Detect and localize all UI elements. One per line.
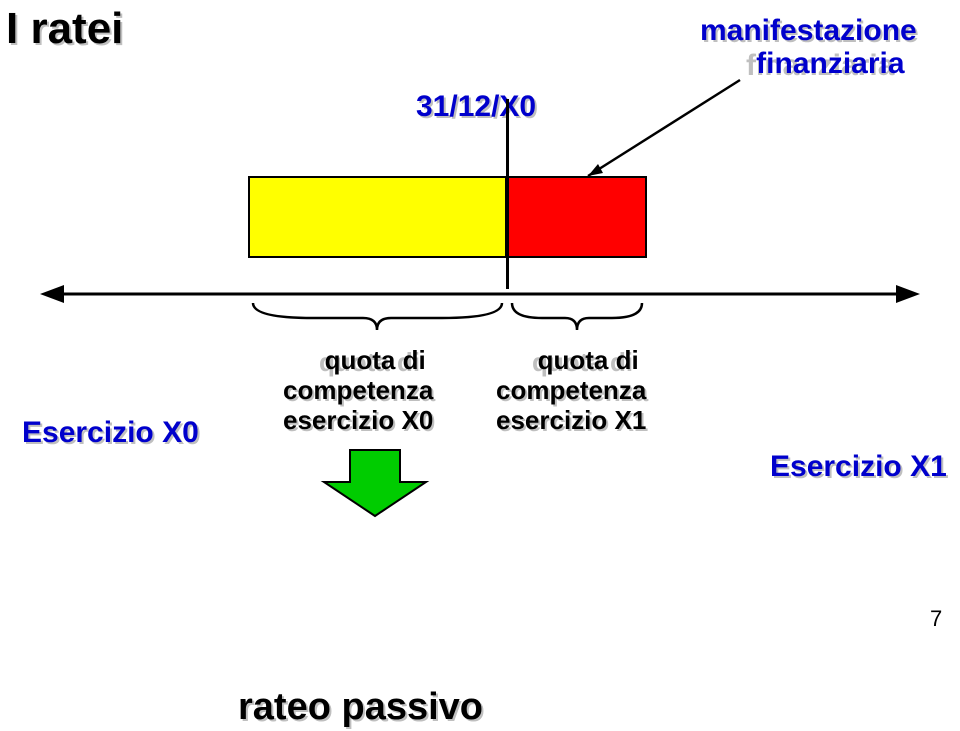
- right-line1: manifestazione manifestazione: [700, 14, 917, 47]
- page-number: 7: [930, 606, 942, 632]
- divider-line: [506, 99, 509, 289]
- brace-red: [507, 300, 647, 340]
- green-arrow-icon: [320, 446, 430, 520]
- date-label: 31/12/X0 31/12/X0: [416, 90, 960, 124]
- yellow-block: [248, 176, 507, 258]
- right-line2: finanziaria finanziaria: [744, 47, 917, 80]
- quota-x0: quota di quota di competenza competenza …: [283, 346, 433, 436]
- right-label: manifestazione manifestazione finanziari…: [700, 14, 917, 80]
- esercizio-x1: Esercizio X1 Esercizio X1: [770, 450, 960, 484]
- red-block: [507, 176, 647, 258]
- title-text: I ratei: [6, 4, 123, 53]
- brace-yellow: [248, 300, 507, 340]
- esercizio-x0: Esercizio X0 Esercizio X0: [22, 416, 960, 450]
- quota-x1: quota di quota di competenza competenza …: [496, 346, 646, 436]
- rateo-passivo: rateo passivo rateo passivo: [238, 686, 960, 729]
- date-text: 31/12/X0: [416, 90, 536, 123]
